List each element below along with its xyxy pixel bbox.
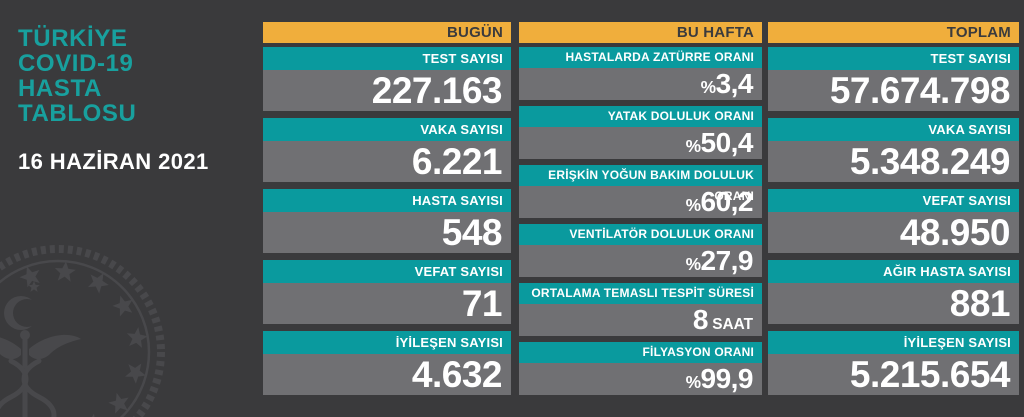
- stat-label: VEFAT SAYISI: [263, 260, 511, 283]
- stat-card-hafta-yogun-bakim-doluluk: ERİŞKİN YOĞUN BAKIM DOLULUK ORANI %60,2: [519, 165, 762, 218]
- stat-label: HASTALARDA ZATÜRRE ORANI: [519, 47, 762, 68]
- stat-value: %60,2: [519, 186, 762, 218]
- stat-value-prefix: %: [685, 195, 701, 215]
- column-toplam-cards: TEST SAYISI 57.674.798 VAKA SAYISI 5.348…: [768, 47, 1019, 395]
- stat-value-prefix: %: [685, 372, 701, 392]
- stat-value-number: 4.632: [411, 354, 503, 395]
- stat-card-toplam-agir-hasta-sayisi: AĞIR HASTA SAYISI 881: [768, 260, 1019, 324]
- stat-card-bugun-test-sayisi: TEST SAYISI 227.163: [263, 47, 511, 111]
- stat-value-number: 60,2: [700, 186, 754, 217]
- stat-value: %27,9: [519, 245, 762, 277]
- column-bu-hafta-cards: HASTALARDA ZATÜRRE ORANI %3,4 YATAK DOLU…: [519, 47, 762, 395]
- page-title-line: HASTA: [18, 75, 102, 102]
- report-date: 16 HAZİRAN 2021: [18, 149, 209, 174]
- stat-card-bugun-vaka-sayisi: VAKA SAYISI 6.221: [263, 118, 511, 182]
- page-title-line: TABLOSU: [18, 100, 137, 127]
- stat-label: ERİŞKİN YOĞUN BAKIM DOLULUK ORANI: [519, 165, 762, 203]
- stat-value-number: 5.348.249: [849, 141, 1011, 182]
- stat-card-hafta-ventilator-doluluk: VENTİLATÖR DOLULUK ORANI %27,9: [519, 224, 762, 277]
- stat-value: 5.215.654: [768, 354, 1019, 395]
- column-bu-hafta: BU HAFTA HASTALARDA ZATÜRRE ORANI %3,4 Y…: [519, 22, 762, 395]
- stat-card-toplam-test-sayisi: TEST SAYISI 57.674.798: [768, 47, 1019, 111]
- stat-value: %3,4: [519, 68, 762, 100]
- column-bugun: BUGÜN TEST SAYISI 227.163 VAKA SAYISI 6.…: [263, 22, 511, 395]
- stat-card-bugun-iyilesen-sayisi: İYİLEŞEN SAYISI 4.632: [263, 331, 511, 395]
- stat-value-prefix: %: [685, 136, 701, 156]
- emblem-crescent: [4, 296, 41, 330]
- stat-value: %99,9: [519, 363, 762, 395]
- stat-label: İYİLEŞEN SAYISI: [263, 331, 511, 354]
- stat-label: VENTİLATÖR DOLULUK ORANI: [519, 224, 762, 245]
- stat-value-prefix: %: [700, 77, 716, 97]
- stat-value: 8 SAAT: [519, 304, 762, 336]
- stat-card-toplam-vaka-sayisi: VAKA SAYISI 5.348.249: [768, 118, 1019, 182]
- stat-label: TEST SAYISI: [263, 47, 511, 70]
- stat-value-number: 3,4: [715, 68, 754, 99]
- stat-value: %50,4: [519, 127, 762, 159]
- stat-card-hafta-zaturre-orani: HASTALARDA ZATÜRRE ORANI %3,4: [519, 47, 762, 100]
- stat-value-number: 227.163: [371, 70, 503, 111]
- sidebar: TÜRKİYE COVID-19 HASTA TABLOSU 16 HAZİRA…: [0, 0, 262, 417]
- stat-value: 57.674.798: [768, 70, 1019, 111]
- stat-card-toplam-vefat-sayisi: VEFAT SAYISI 48.950: [768, 189, 1019, 253]
- stat-value-number: 6.221: [411, 141, 503, 182]
- stat-label: HASTA SAYISI: [263, 189, 511, 212]
- stat-value: 881: [768, 283, 1019, 324]
- stat-value-prefix: %: [685, 254, 701, 274]
- stat-label: FİLYASYON ORANI: [519, 342, 762, 363]
- column-toplam: TOPLAM TEST SAYISI 57.674.798 VAKA SAYIS…: [768, 22, 1019, 395]
- stat-value: 548: [263, 212, 511, 253]
- column-header-toplam: TOPLAM: [768, 22, 1019, 43]
- stat-value: 71: [263, 283, 511, 324]
- stat-value: 48.950: [768, 212, 1019, 253]
- stat-label: VAKA SAYISI: [263, 118, 511, 141]
- stat-value: 5.348.249: [768, 141, 1019, 182]
- stat-card-hafta-yatak-doluluk: YATAK DOLULUK ORANI %50,4: [519, 106, 762, 159]
- column-header-bugun: BUGÜN: [263, 22, 511, 43]
- stat-label: YATAK DOLULUK ORANI: [519, 106, 762, 127]
- page-title-line: COVID-19: [18, 50, 134, 77]
- stat-label: TEST SAYISI: [768, 47, 1019, 70]
- stat-value-number: 548: [441, 212, 503, 253]
- stat-value-number: 881: [949, 283, 1011, 324]
- stat-label: ORTALAMA TEMASLI TESPİT SÜRESİ: [519, 283, 762, 304]
- emblem-caduceus: [0, 330, 81, 417]
- stat-card-toplam-iyilesen-sayisi: İYİLEŞEN SAYISI 5.215.654: [768, 331, 1019, 395]
- stat-card-bugun-vefat-sayisi: VEFAT SAYISI 71: [263, 260, 511, 324]
- column-bugun-cards: TEST SAYISI 227.163 VAKA SAYISI 6.221 HA…: [263, 47, 511, 395]
- stat-card-hafta-temasli-tespit-suresi: ORTALAMA TEMASLI TESPİT SÜRESİ 8 SAAT: [519, 283, 762, 336]
- stat-value-number: 27,9: [700, 245, 754, 276]
- stat-value-number: 8: [692, 304, 709, 335]
- stat-value-number: 99,9: [700, 363, 754, 394]
- stat-label: VAKA SAYISI: [768, 118, 1019, 141]
- stat-value-number: 48.950: [899, 212, 1011, 253]
- stat-card-bugun-hasta-sayisi: HASTA SAYISI 548: [263, 189, 511, 253]
- stat-card-hafta-filyasyon-orani: FİLYASYON ORANI %99,9: [519, 342, 762, 395]
- stat-label: VEFAT SAYISI: [768, 189, 1019, 212]
- stat-value-suffix: SAAT: [707, 316, 753, 333]
- stat-value-number: 50,4: [700, 127, 754, 158]
- stat-value: 227.163: [263, 70, 511, 111]
- page-title: TÜRKİYE COVID-19 HASTA TABLOSU: [18, 26, 136, 126]
- stat-value-number: 5.215.654: [849, 354, 1011, 395]
- ministry-of-health-emblem-icon: [0, 245, 165, 417]
- column-header-bu-hafta: BU HAFTA: [519, 22, 762, 43]
- stat-label: İYİLEŞEN SAYISI: [768, 331, 1019, 354]
- stat-value-number: 57.674.798: [829, 70, 1011, 111]
- stat-value: 6.221: [263, 141, 511, 182]
- page-title-line: TÜRKİYE: [18, 25, 128, 52]
- stat-value-number: 71: [461, 283, 503, 324]
- stat-label: AĞIR HASTA SAYISI: [768, 260, 1019, 283]
- stat-value: 4.632: [263, 354, 511, 395]
